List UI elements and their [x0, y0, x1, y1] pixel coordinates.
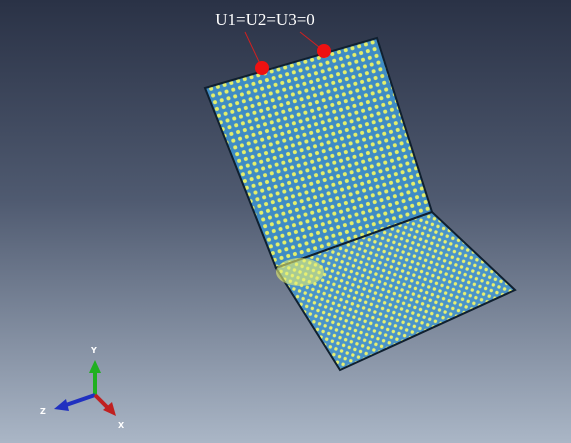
page: U1=U2=U3=0 Y Z X (() => { const data = J…	[0, 0, 571, 443]
z-axis-label: Z	[40, 407, 46, 416]
fold-region	[276, 258, 324, 286]
boundary-point	[255, 61, 269, 75]
annotation-label: U1=U2=U3=0	[215, 10, 315, 29]
viewport: U1=U2=U3=0 Y Z X	[0, 0, 571, 443]
boundary-point	[317, 44, 331, 58]
y-axis-label: Y	[90, 346, 97, 355]
x-axis-label: X	[118, 421, 125, 430]
